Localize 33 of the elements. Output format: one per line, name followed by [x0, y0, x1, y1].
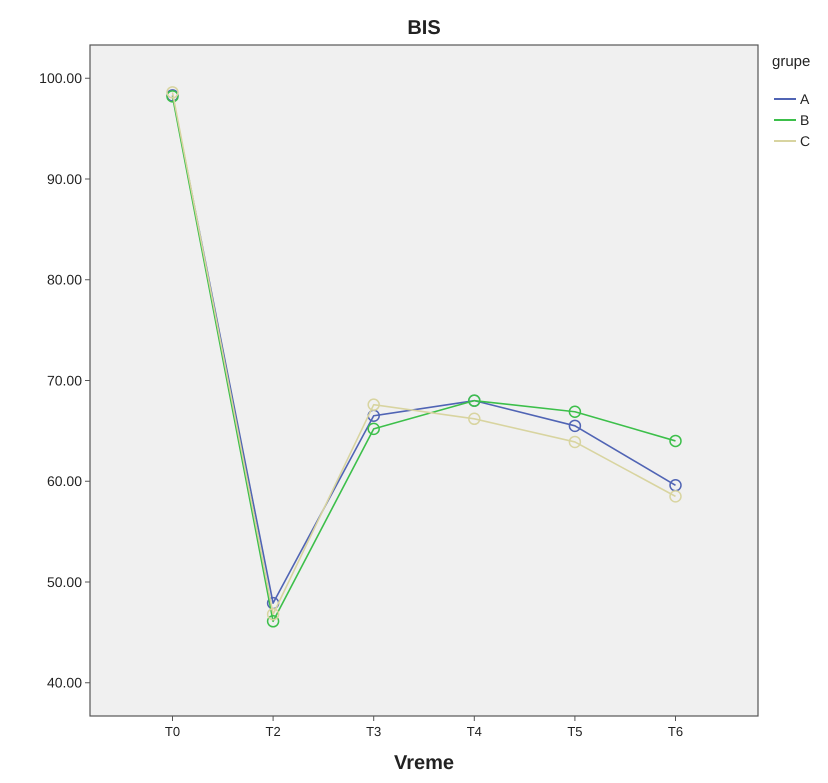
legend-label: A: [800, 90, 810, 107]
x-tick-label: T2: [266, 724, 281, 739]
chart-title: BIS: [407, 17, 441, 39]
legend-label: C: [800, 132, 810, 149]
x-tick-label: T6: [668, 724, 684, 739]
x-tick-label: T0: [164, 724, 180, 739]
y-tick-label: 70.00: [46, 372, 82, 388]
point: [669, 479, 682, 492]
x-tick-label: T4: [466, 724, 482, 739]
y-tick-label: 100.00: [39, 70, 82, 86]
point: [266, 608, 280, 620]
y-tick-label: 40.00: [46, 674, 82, 691]
legend-title: grupe: [772, 53, 810, 70]
point: [367, 398, 380, 411]
point: [568, 420, 582, 432]
y-tick-label: 90.00: [46, 170, 82, 187]
point: [669, 434, 682, 448]
point: [367, 422, 380, 436]
legend-label: B: [800, 112, 810, 128]
point: [367, 410, 380, 422]
y-tick-label: 50.00: [46, 574, 82, 590]
point: [266, 615, 280, 628]
y-tick-label: 80.00: [46, 272, 82, 288]
x-tick-label: T5: [567, 724, 582, 739]
point: [669, 490, 682, 503]
point: [568, 405, 582, 418]
y-tick-label: 60.00: [46, 473, 82, 490]
x-tick-label: T3: [366, 724, 382, 739]
x-axis-title: Vreme: [394, 752, 454, 774]
point: [166, 86, 179, 99]
point: [568, 436, 582, 448]
point: [266, 596, 280, 610]
point: [468, 412, 481, 426]
